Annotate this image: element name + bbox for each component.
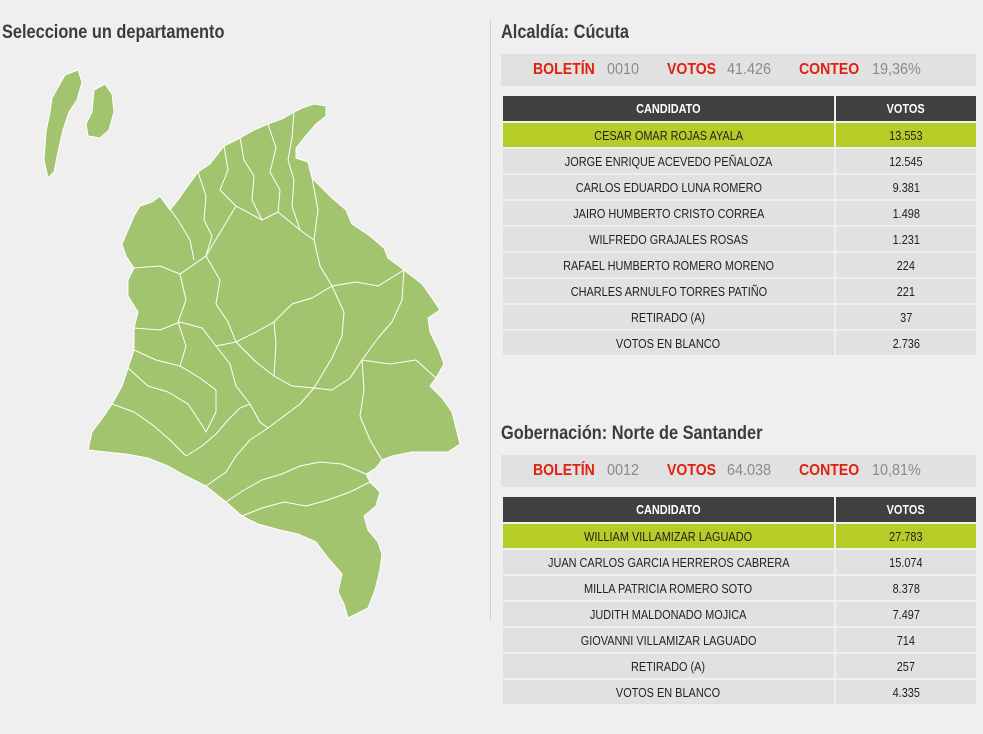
alcaldia-votos-label: VOTOS bbox=[666, 61, 716, 78]
table-row: RAFAEL HUMBERTO ROMERO MORENO 224 bbox=[501, 251, 978, 279]
candidate-name-cell: JORGE ENRIQUE ACEVEDO PEÑALOZA bbox=[501, 147, 836, 175]
candidate-name-cell: GIOVANNI VILLAMIZAR LAGUADO bbox=[501, 626, 836, 654]
table-header-row: CANDIDATO VOTOS bbox=[501, 94, 978, 123]
alcaldia-section: Alcaldía: Cúcuta BOLETÍN 0010 VOTOS 41.4… bbox=[501, 20, 978, 357]
table-row: WILFREDO GRAJALES ROSAS 1.231 bbox=[501, 225, 978, 253]
table-row: VOTOS EN BLANCO 2.736 bbox=[501, 329, 978, 357]
candidate-name-cell: MILLA PATRICIA ROMERO SOTO bbox=[501, 574, 836, 602]
alcaldia-title: Alcaldía: Cúcuta bbox=[501, 22, 630, 43]
gobernacion-rows: WILLIAM VILLAMIZAR LAGUADO 27.783 JUAN CAR… bbox=[501, 522, 978, 706]
alcaldia-summary-bar: BOLETÍN 0010 VOTOS 41.426 CONTEO 19,36% bbox=[501, 54, 976, 86]
table-row: GIOVANNI VILLAMIZAR LAGUADO 714 bbox=[501, 626, 978, 654]
candidate-votes-cell: 221 bbox=[834, 277, 978, 305]
candidate-votes-cell: 1.498 bbox=[834, 199, 978, 227]
colombia-map[interactable] bbox=[30, 60, 470, 630]
alcaldia-results-table: CANDIDATO VOTOS CESAR OMAR ROJAS AYALA 13… bbox=[501, 94, 978, 357]
candidate-name-cell: VOTOS EN BLANCO bbox=[501, 678, 836, 706]
alcaldia-conteo-value: 19,36% bbox=[871, 61, 921, 78]
candidate-name-cell: RETIRADO (A) bbox=[501, 652, 836, 680]
gobernacion-conteo-label: CONTEO bbox=[799, 462, 860, 479]
alcaldia-votos-value: 41.426 bbox=[726, 61, 771, 78]
gobernacion-title: Gobernación: Norte de Santander bbox=[501, 423, 763, 444]
table-row: CESAR OMAR ROJAS AYALA 13.553 bbox=[501, 121, 978, 149]
alcaldia-rows: CESAR OMAR ROJAS AYALA 13.553 JORGE ENRIQU… bbox=[501, 121, 978, 357]
candidate-votes-cell: 13.553 bbox=[834, 121, 978, 149]
table-row: JUDITH MALDONADO MOJICA 7.497 bbox=[501, 600, 978, 628]
table-row: WILLIAM VILLAMIZAR LAGUADO 27.783 bbox=[501, 522, 978, 550]
candidate-votes-cell: 1.231 bbox=[834, 225, 978, 253]
map-island-san-andres[interactable] bbox=[43, 69, 83, 179]
candidate-name-cell: RETIRADO (A) bbox=[501, 303, 836, 331]
candidate-votes-cell: 257 bbox=[834, 652, 978, 680]
panel-divider bbox=[490, 20, 491, 620]
candidate-votes-cell: 37 bbox=[834, 303, 978, 331]
candidate-name-cell: RAFAEL HUMBERTO ROMERO MORENO bbox=[501, 251, 836, 279]
gobernacion-section: Gobernación: Norte de Santander BOLETÍN … bbox=[501, 421, 978, 706]
table-row: MILLA PATRICIA ROMERO SOTO 8.378 bbox=[501, 574, 978, 602]
table-row: JAIRO HUMBERTO CRISTO CORREA 1.498 bbox=[501, 199, 978, 227]
candidate-name-cell: VOTOS EN BLANCO bbox=[501, 329, 836, 357]
candidate-name-cell: JAIRO HUMBERTO CRISTO CORREA bbox=[501, 199, 836, 227]
table-row: CHARLES ARNULFO TORRES PATIÑO 221 bbox=[501, 277, 978, 305]
alcaldia-boletin-value: 0010 bbox=[607, 61, 640, 78]
table-row: JUAN CARLOS GARCIA HERREROS CABRERA 15.07… bbox=[501, 548, 978, 576]
column-header-candidate: CANDIDATO bbox=[501, 495, 836, 524]
gobernacion-boletin-label: BOLETÍN bbox=[533, 462, 595, 479]
map-island-providencia[interactable] bbox=[85, 83, 115, 139]
table-row: VOTOS EN BLANCO 4.335 bbox=[501, 678, 978, 706]
gobernacion-summary-bar: BOLETÍN 0012 VOTOS 64.038 CONTEO 10,81% bbox=[501, 455, 976, 487]
candidate-votes-cell: 7.497 bbox=[834, 600, 978, 628]
candidate-name-cell: CESAR OMAR ROJAS AYALA bbox=[501, 121, 836, 149]
candidate-name-cell: JUDITH MALDONADO MOJICA bbox=[501, 600, 836, 628]
gobernacion-boletin-value: 0012 bbox=[607, 462, 640, 479]
table-row: CARLOS EDUARDO LUNA ROMERO 9.381 bbox=[501, 173, 978, 201]
column-header-candidate: CANDIDATO bbox=[501, 94, 836, 123]
candidate-votes-cell: 8.378 bbox=[834, 574, 978, 602]
candidate-votes-cell: 9.381 bbox=[834, 173, 978, 201]
candidate-votes-cell: 27.783 bbox=[834, 522, 978, 550]
alcaldia-boletin-label: BOLETÍN bbox=[533, 61, 595, 78]
candidate-name-cell: CARLOS EDUARDO LUNA ROMERO bbox=[501, 173, 836, 201]
map-panel: Seleccione un departamento bbox=[0, 0, 490, 734]
gobernacion-results-table: CANDIDATO VOTOS WILLIAM VILLAMIZAR LAGUA… bbox=[501, 495, 978, 706]
map-mainland[interactable] bbox=[87, 103, 461, 619]
column-header-votes: VOTOS bbox=[834, 495, 978, 524]
candidate-votes-cell: 224 bbox=[834, 251, 978, 279]
candidate-votes-cell: 15.074 bbox=[834, 548, 978, 576]
candidate-votes-cell: 4.335 bbox=[834, 678, 978, 706]
candidate-name-cell: JUAN CARLOS GARCIA HERREROS CABRERA bbox=[501, 548, 836, 576]
map-panel-title: Seleccione un departamento bbox=[2, 22, 225, 43]
map-department-borders bbox=[111, 111, 437, 517]
candidate-name-cell: WILFREDO GRAJALES ROSAS bbox=[501, 225, 836, 253]
candidate-votes-cell: 714 bbox=[834, 626, 978, 654]
table-row: RETIRADO (A) 37 bbox=[501, 303, 978, 331]
column-header-votes: VOTOS bbox=[834, 94, 978, 123]
alcaldia-conteo-label: CONTEO bbox=[799, 61, 860, 78]
table-header-row: CANDIDATO VOTOS bbox=[501, 495, 978, 524]
candidate-name-cell: WILLIAM VILLAMIZAR LAGUADO bbox=[501, 522, 836, 550]
candidate-name-cell: CHARLES ARNULFO TORRES PATIÑO bbox=[501, 277, 836, 305]
candidate-votes-cell: 2.736 bbox=[834, 329, 978, 357]
gobernacion-votos-label: VOTOS bbox=[666, 462, 716, 479]
table-row: RETIRADO (A) 257 bbox=[501, 652, 978, 680]
gobernacion-votos-value: 64.038 bbox=[726, 462, 771, 479]
table-row: JORGE ENRIQUE ACEVEDO PEÑALOZA 12.545 bbox=[501, 147, 978, 175]
candidate-votes-cell: 12.545 bbox=[834, 147, 978, 175]
gobernacion-conteo-value: 10,81% bbox=[871, 462, 921, 479]
